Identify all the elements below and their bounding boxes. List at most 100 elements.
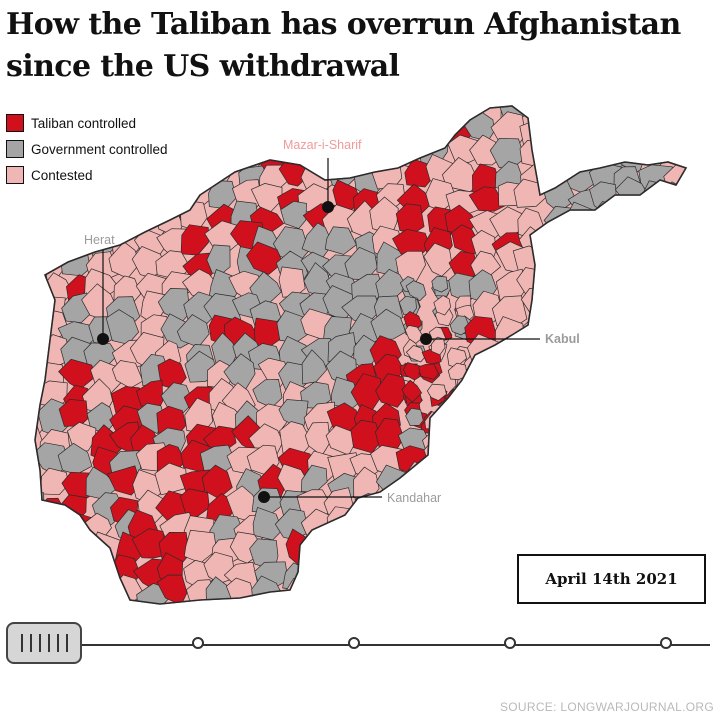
district: [590, 358, 619, 389]
district: [41, 507, 72, 543]
timeline-scrubber-handle[interactable]: [6, 622, 82, 664]
district: [35, 573, 67, 604]
city-marker-kandahar[interactable]: [258, 491, 270, 503]
district: [590, 425, 625, 459]
district: [588, 467, 624, 504]
district: [398, 510, 431, 541]
district: [639, 423, 673, 456]
district: [35, 247, 49, 278]
timeline-step-3[interactable]: [348, 637, 360, 649]
district: [82, 559, 119, 590]
legend-label: Contested: [31, 167, 93, 183]
city-label-kandahar: Kandahar: [387, 491, 441, 505]
district: [377, 106, 404, 128]
district: [113, 189, 145, 219]
district: [414, 541, 454, 570]
district: [60, 186, 98, 216]
district: [664, 271, 686, 306]
district: [591, 400, 620, 437]
district: [67, 199, 96, 232]
city-kabul[interactable]: Kabul: [420, 332, 580, 346]
district: [114, 121, 147, 150]
timeline-track[interactable]: [80, 644, 710, 646]
district: [35, 138, 49, 173]
district: [635, 286, 668, 318]
district: [450, 443, 480, 476]
district: [469, 517, 502, 548]
district: [35, 106, 39, 131]
district: [114, 138, 142, 169]
district: [156, 574, 188, 604]
district: [40, 160, 78, 187]
district: [175, 139, 210, 167]
district: [60, 157, 88, 191]
district: [431, 275, 449, 293]
legend-label: Taliban controlled: [31, 115, 137, 131]
district: [82, 577, 114, 604]
district: [666, 106, 686, 124]
district: [617, 106, 648, 134]
district: [587, 113, 615, 145]
district: [636, 249, 668, 282]
district: [443, 403, 472, 433]
district: [496, 337, 530, 366]
district: [35, 203, 45, 237]
district: [616, 472, 647, 500]
district: [543, 106, 574, 128]
timeline-step-5[interactable]: [660, 637, 672, 649]
grip-line-icon: [38, 634, 41, 652]
city-kandahar[interactable]: Kandahar: [258, 491, 441, 505]
district: [183, 113, 217, 145]
district: [35, 315, 45, 348]
city-marker-mazar-i-sharif[interactable]: [322, 201, 334, 213]
district: [565, 380, 597, 411]
district: [35, 559, 67, 591]
district: [613, 507, 651, 543]
district: [40, 207, 75, 237]
city-herat[interactable]: Herat: [84, 233, 115, 345]
district: [545, 484, 574, 518]
legend-label: Government controlled: [31, 141, 168, 157]
district: [583, 270, 615, 305]
timeline-step-2[interactable]: [192, 637, 204, 649]
district: [353, 576, 386, 604]
district: [62, 577, 98, 604]
district: [468, 186, 506, 212]
city-marker-herat[interactable]: [97, 333, 109, 345]
district: [324, 226, 357, 255]
district: [419, 514, 456, 547]
district: [305, 106, 334, 123]
district: [490, 358, 522, 394]
district: [59, 246, 91, 277]
district: [537, 131, 573, 166]
district: [396, 541, 431, 571]
district: [474, 407, 503, 437]
district: [353, 558, 384, 595]
district: [491, 495, 522, 528]
district: [563, 106, 597, 124]
district: [56, 121, 92, 155]
district: [493, 507, 526, 540]
district: [519, 139, 552, 169]
district: [305, 534, 338, 564]
district: [444, 582, 480, 604]
district: [615, 291, 647, 324]
country-border: [34, 105, 688, 605]
district: [632, 380, 669, 415]
district: [64, 139, 96, 165]
district: [608, 354, 645, 391]
district: [593, 291, 624, 324]
city-mazar-i-sharif[interactable]: Mazar-i-Sharif: [283, 138, 362, 213]
district: [211, 138, 245, 172]
timeline-step-4[interactable]: [504, 637, 516, 649]
district: [35, 115, 46, 148]
city-label-herat: Herat: [84, 233, 115, 247]
district: [35, 155, 53, 187]
district: [585, 225, 619, 253]
city-marker-kabul[interactable]: [420, 333, 432, 345]
district: [135, 106, 163, 129]
legend-item-government: Government controlled: [6, 136, 168, 162]
district: [566, 473, 602, 505]
district: [463, 445, 495, 478]
district: [544, 296, 574, 328]
